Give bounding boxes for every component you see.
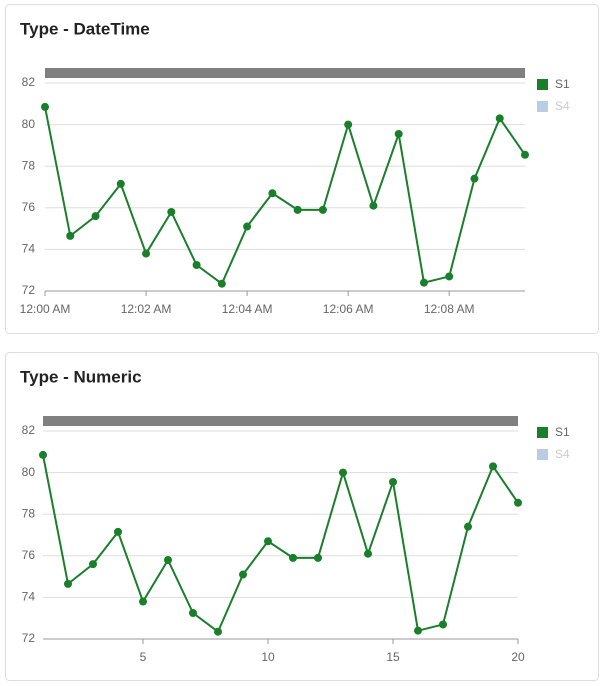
card [5,352,599,681]
point [139,597,147,606]
point [394,129,403,138]
x-tick-label: 10 [261,650,275,664]
y-tick-label: 80 [22,465,36,479]
point [339,468,347,477]
line [44,106,526,286]
point [470,174,479,183]
x-tick-label: 5 [140,650,147,664]
legend-swatch [537,101,548,112]
line [42,454,519,634]
point [364,549,372,558]
x-tick-label: 12:00 AM [20,302,71,316]
point [41,102,49,111]
y-tick-label: 80 [22,117,36,131]
legend-label: S1 [555,77,570,91]
point [192,261,201,269]
point [268,189,277,198]
point [514,498,522,507]
point [464,522,472,531]
point [64,579,72,588]
y-tick-label: 76 [22,548,36,562]
point [521,150,529,159]
navigator-bar [45,68,525,78]
point [445,272,454,281]
point [239,570,247,579]
point [214,627,222,636]
point [419,278,428,287]
x-tick-label: 12:06 AM [323,302,374,316]
y-tick-label: 78 [22,158,36,172]
point [142,249,151,258]
legend-swatch [537,427,548,438]
y-tick-label: 76 [22,200,36,214]
navigator-bar [43,416,518,426]
point [89,560,97,569]
point [369,201,378,210]
point [39,450,47,459]
point [114,527,122,536]
point [66,231,75,240]
chart-title: Type - DateTime [20,19,150,38]
legend-label: S4 [555,99,570,113]
point [344,120,353,129]
y-tick-label: 78 [22,506,36,520]
legend-label: S1 [555,425,570,439]
point [293,205,302,214]
point [389,477,397,486]
point [189,609,197,617]
point [414,626,422,635]
point [116,179,125,188]
legend-swatch [537,79,548,90]
point [439,620,447,629]
point [489,462,497,471]
y-tick-label: 82 [22,423,36,437]
point [167,207,176,216]
point [318,205,327,214]
point [243,222,252,231]
point [164,555,172,564]
x-tick-label: 15 [386,650,400,664]
y-tick-label: 72 [22,283,36,297]
point [264,537,272,546]
x-tick-label: 12:08 AM [424,302,475,316]
point [217,279,226,288]
card [5,4,599,334]
point [314,553,322,562]
point [495,114,504,123]
y-tick-label: 74 [22,590,36,604]
chart-title: Type - Numeric [20,367,142,386]
y-tick-label: 74 [22,242,36,256]
point [91,212,100,221]
x-tick-label: 12:04 AM [222,302,273,316]
y-tick-label: 82 [22,75,36,89]
legend-swatch [537,449,548,460]
legend-label: S4 [555,447,570,461]
x-tick-label: 20 [511,650,525,664]
point [289,553,297,562]
y-tick-label: 72 [22,631,36,645]
x-tick-label: 12:02 AM [121,302,172,316]
